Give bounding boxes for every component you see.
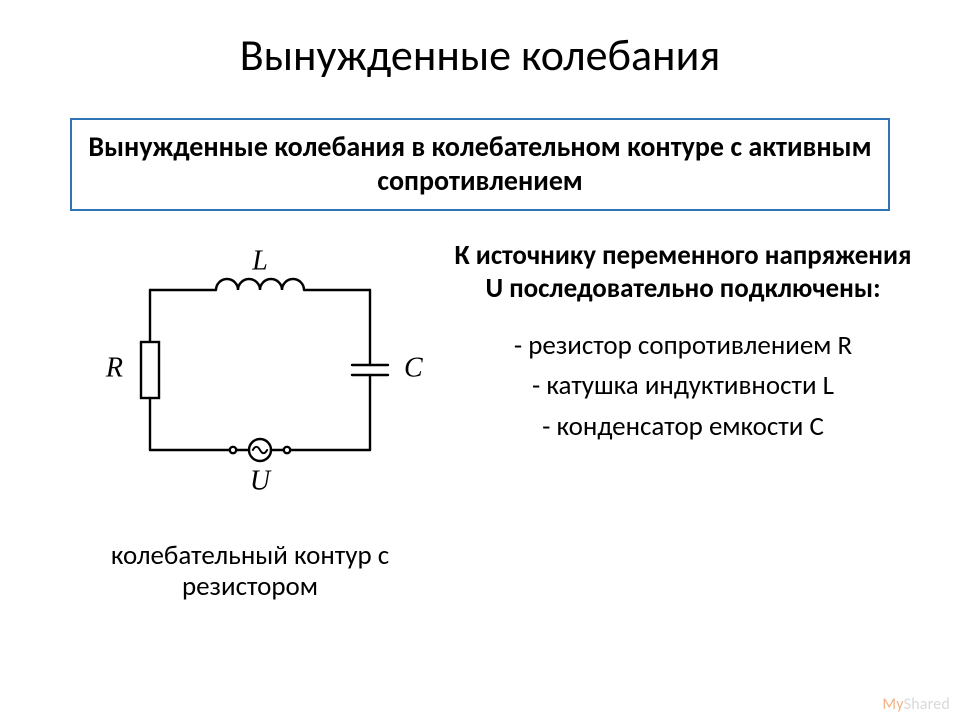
svg-text:U: U — [250, 465, 272, 496]
description-lead: К источнику переменного напряжения U пос… — [448, 240, 918, 306]
subtitle-box: Вынужденные колебания в колебательном ко… — [70, 118, 890, 211]
watermark-accent: My — [882, 695, 903, 714]
description-item: - катушка индуктивности L — [448, 366, 918, 407]
watermark-post: Shared — [904, 695, 950, 714]
slide-title: Вынужденные колебания — [0, 28, 960, 82]
circuit-caption: колебательный контур с резистором — [55, 540, 445, 602]
slide: Вынужденные колебания Вынужденные колеба… — [0, 0, 960, 720]
circuit-diagram: R L C U — [70, 240, 440, 520]
svg-text:R: R — [105, 352, 123, 383]
description-item: - резистор сопротивлением R — [448, 326, 918, 367]
svg-text:C: C — [404, 352, 423, 383]
description-item: - конденсатор емкости C — [448, 407, 918, 448]
rlc-circuit-svg: R L C U — [70, 240, 440, 520]
description-block: К источнику переменного напряжения U пос… — [448, 240, 918, 447]
watermark: MyShared — [882, 695, 950, 714]
svg-text:L: L — [251, 245, 268, 276]
